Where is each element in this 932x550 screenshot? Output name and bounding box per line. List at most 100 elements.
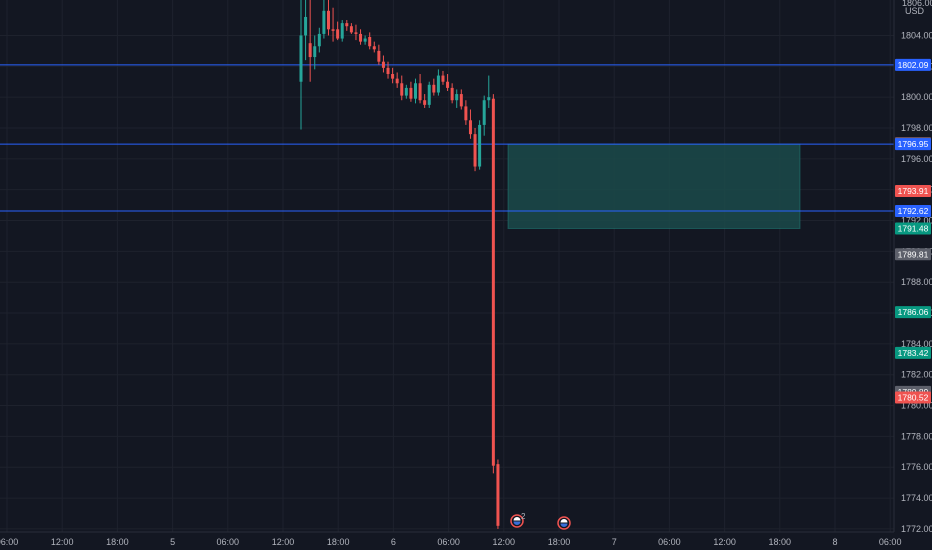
candle-body: [395, 78, 399, 84]
time-axis-bg: [0, 532, 932, 550]
time-tick-labels: 06:00 12:00 18:00 5 06:00 12:00 18:00 6 06:00 12:…: [0, 537, 901, 547]
candle-body: [446, 81, 450, 88]
price-tick-label: 1772.00: [901, 524, 932, 534]
time-tick-label: 06:00: [658, 537, 681, 547]
candle-body: [308, 43, 312, 58]
flag-icon-lower: [513, 521, 521, 525]
candle-body: [455, 94, 459, 101]
time-axis[interactable]: 06:00 12:00 18:00 5 06:00 12:00 18:00 6 06:00 12:…: [0, 531, 932, 550]
candle-body: [345, 23, 349, 27]
price-badge-label: 1791.48: [898, 224, 929, 234]
flag-icon-lower: [560, 523, 568, 527]
candle-body: [491, 98, 495, 466]
time-tick-label: 5: [170, 537, 175, 547]
target-zone[interactable]: [507, 143, 801, 230]
candle-body: [368, 37, 372, 47]
price-tick-label: 1792.00: [901, 216, 932, 226]
candle-body: [432, 84, 436, 93]
flag-icon-upper: [513, 517, 521, 521]
time-tick-label: 18:00: [106, 537, 129, 547]
price-tick-label: 1780.00: [901, 401, 932, 411]
time-tick-label: 06:00: [217, 537, 240, 547]
price-badge: [895, 391, 931, 404]
price-badge-label: 1789.81: [898, 249, 929, 259]
candle-body: [381, 61, 385, 68]
candle-body: [473, 134, 477, 167]
event-marker-2[interactable]: [557, 516, 571, 530]
price-tick-label: 1774.00: [901, 493, 932, 503]
price-tick-label: 1800.00: [901, 92, 932, 102]
time-tick-label: 7: [612, 537, 617, 547]
flag-icon: [557, 516, 571, 530]
candle-body: [331, 29, 335, 31]
candle-body: [313, 46, 317, 58]
horizontal-lines[interactable]: [0, 64, 894, 212]
candle-body: [304, 16, 308, 36]
candle-body: [450, 87, 454, 101]
price-tick-label: 1778.00: [901, 431, 932, 441]
price-badge-label: 1783.42: [898, 348, 929, 358]
price-badge-label: 1793.91: [898, 186, 929, 196]
time-tick-label: 12:00: [51, 537, 74, 547]
event-marker-count: 2: [521, 512, 526, 521]
price-badge-label: 1780.52: [898, 393, 929, 403]
flag-icon: [510, 514, 524, 528]
candle-body: [363, 38, 367, 42]
candle-body: [386, 67, 390, 75]
event-markers[interactable]: 2: [510, 512, 571, 530]
event-marker-1[interactable]: 2: [510, 512, 526, 528]
candle-body: [427, 84, 431, 105]
candle-body: [487, 97, 491, 101]
time-tick-label: 12:00: [713, 537, 736, 547]
grid: [0, 0, 894, 532]
price-badge: [895, 248, 931, 261]
currency-label[interactable]: USD: [905, 6, 925, 16]
candle-body: [391, 74, 395, 79]
candle-body: [464, 106, 468, 121]
candle-body: [317, 33, 321, 47]
candles: [299, 0, 500, 529]
candle-body: [482, 100, 486, 125]
candle-body: [496, 464, 500, 526]
time-tick-label: 6: [391, 537, 396, 547]
candle-body: [299, 35, 303, 82]
candle-body: [414, 83, 417, 99]
price-axis-top-label: 1806.00: [902, 0, 932, 8]
candle-body: [418, 83, 422, 101]
time-tick-label: 18:00: [327, 537, 350, 547]
candle-body: [409, 87, 413, 99]
time-tick-label: 06:00: [437, 537, 460, 547]
price-badge: [895, 204, 931, 217]
time-tick-label: 12:00: [493, 537, 516, 547]
candle-body: [349, 26, 353, 33]
price-badge-label: 1792.62: [898, 206, 929, 216]
candle-body: [423, 100, 427, 105]
candle-body: [468, 120, 472, 135]
candle-body: [340, 23, 344, 39]
candle-body: [372, 46, 376, 50]
price-badge: [895, 222, 931, 235]
price-badge: [895, 58, 931, 71]
candle-body: [377, 50, 381, 62]
price-tick-label: 1798.00: [901, 123, 932, 133]
price-axis[interactable]: 1806.00 USD 1804.001802.001800.001798.00…: [893, 0, 932, 550]
candle-body: [436, 75, 440, 93]
price-tick-label: 1776.00: [901, 462, 932, 472]
candle-body: [322, 10, 326, 34]
price-tick-label: 1782.00: [901, 370, 932, 380]
candle-body: [336, 29, 340, 39]
candle-body: [359, 33, 363, 42]
price-axis-bg: [894, 0, 932, 550]
candle-body: [478, 124, 482, 167]
candle-body: [441, 75, 445, 82]
time-tick-label: 06:00: [0, 537, 18, 547]
price-badge: [895, 185, 931, 198]
time-tick-label: 12:00: [272, 537, 295, 547]
price-tick-label: 1784.00: [901, 339, 932, 349]
price-badge: [895, 346, 931, 359]
time-tick-label: 06:00: [879, 537, 902, 547]
price-badge: [895, 138, 931, 151]
candle-body: [400, 83, 404, 96]
